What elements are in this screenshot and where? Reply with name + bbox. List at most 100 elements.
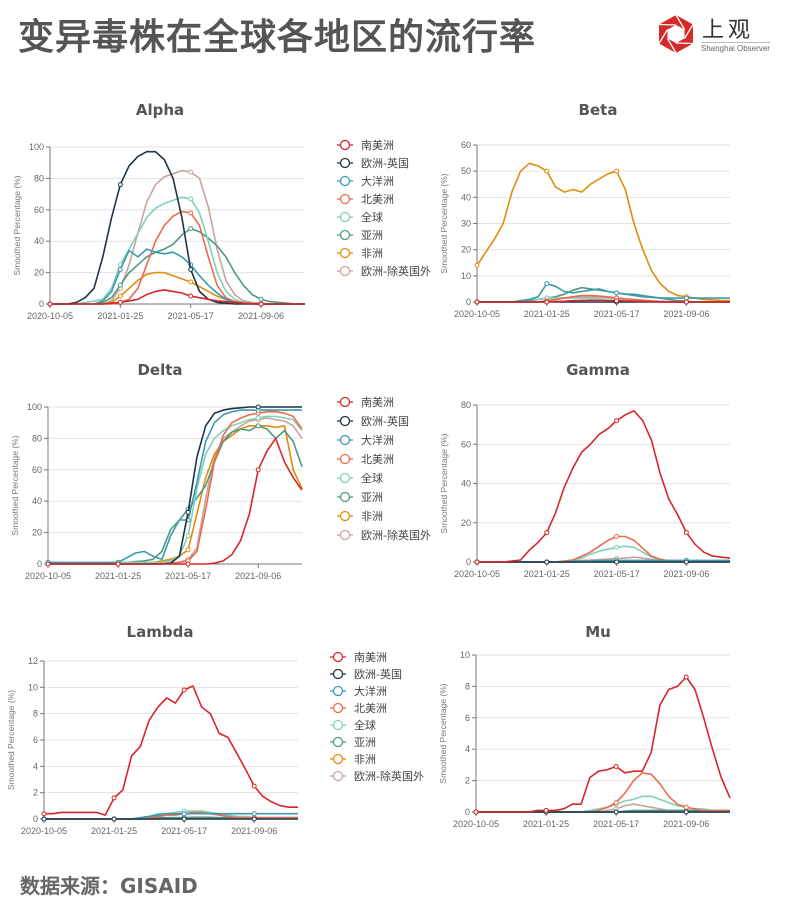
legend-item[interactable]: 欧洲-除英国外 bbox=[337, 528, 431, 542]
legend-item[interactable]: 亚洲 bbox=[330, 736, 376, 749]
data-point[interactable] bbox=[185, 547, 191, 553]
data-point[interactable] bbox=[117, 182, 123, 188]
legend-item[interactable]: 大洋洲 bbox=[337, 433, 394, 447]
data-point[interactable] bbox=[613, 763, 619, 769]
data-point[interactable] bbox=[544, 530, 550, 536]
data-point[interactable] bbox=[47, 301, 53, 307]
legend-item[interactable]: 全球 bbox=[337, 471, 383, 485]
data-point[interactable] bbox=[543, 807, 549, 813]
series-line-欧洲-英国[interactable] bbox=[48, 406, 302, 565]
series-line-北美洲[interactable] bbox=[48, 410, 303, 565]
data-point[interactable] bbox=[185, 509, 191, 515]
data-point[interactable] bbox=[255, 404, 261, 410]
data-point[interactable] bbox=[251, 783, 257, 789]
data-point[interactable] bbox=[41, 816, 47, 822]
data-point[interactable] bbox=[115, 561, 121, 567]
series-line-大洋洲[interactable] bbox=[48, 409, 302, 564]
series-line-欧洲-除英国外[interactable] bbox=[48, 417, 303, 565]
data-point[interactable] bbox=[683, 295, 689, 301]
data-point[interactable] bbox=[181, 687, 187, 693]
legend-item[interactable]: 全球 bbox=[330, 718, 376, 732]
data-point[interactable] bbox=[474, 299, 480, 305]
data-point[interactable] bbox=[614, 418, 620, 424]
legend-item[interactable]: 欧洲-除英国外 bbox=[337, 264, 431, 278]
data-point[interactable] bbox=[683, 674, 689, 680]
legend-item[interactable]: 非洲 bbox=[337, 510, 383, 523]
series-line-大洋洲[interactable] bbox=[477, 282, 730, 303]
data-point[interactable] bbox=[258, 296, 264, 302]
legend-item[interactable]: 欧洲-英国 bbox=[337, 414, 409, 428]
data-point[interactable] bbox=[614, 559, 620, 565]
data-point[interactable] bbox=[614, 533, 620, 539]
data-point[interactable] bbox=[111, 816, 117, 822]
legend-item[interactable]: 亚洲 bbox=[337, 491, 383, 504]
data-point[interactable] bbox=[111, 795, 117, 801]
data-point[interactable] bbox=[613, 800, 619, 806]
data-point[interactable] bbox=[613, 809, 619, 815]
data-point[interactable] bbox=[473, 809, 479, 815]
data-point[interactable] bbox=[544, 299, 550, 305]
data-point[interactable] bbox=[683, 530, 689, 536]
data-point[interactable] bbox=[474, 559, 480, 565]
data-point[interactable] bbox=[255, 423, 261, 429]
legend-item[interactable]: 非洲 bbox=[337, 247, 383, 260]
data-point[interactable] bbox=[117, 293, 123, 299]
data-point[interactable] bbox=[188, 169, 194, 175]
data-point[interactable] bbox=[188, 196, 194, 202]
data-point[interactable] bbox=[45, 561, 51, 567]
legend-item[interactable]: 全球 bbox=[337, 210, 383, 224]
series-line-南美洲[interactable] bbox=[476, 676, 731, 813]
legend-item[interactable]: 北美洲 bbox=[330, 702, 387, 715]
data-point[interactable] bbox=[255, 415, 261, 421]
legend-item[interactable]: 南美洲 bbox=[337, 139, 394, 152]
data-point[interactable] bbox=[614, 298, 620, 304]
data-point[interactable] bbox=[614, 290, 620, 296]
data-point[interactable] bbox=[251, 816, 257, 822]
data-point[interactable] bbox=[188, 293, 194, 299]
data-point[interactable] bbox=[614, 168, 620, 174]
series-line-亚洲[interactable] bbox=[48, 425, 303, 564]
legend-item[interactable]: 北美洲 bbox=[337, 453, 394, 466]
data-point[interactable] bbox=[181, 816, 187, 822]
data-point[interactable] bbox=[117, 282, 123, 288]
legend-item[interactable]: 欧洲-英国 bbox=[330, 667, 402, 681]
data-point[interactable] bbox=[117, 299, 123, 305]
data-point[interactable] bbox=[41, 811, 47, 817]
series-line-南美洲[interactable] bbox=[48, 437, 303, 565]
data-point[interactable] bbox=[258, 301, 264, 307]
data-point[interactable] bbox=[188, 226, 194, 232]
legend-item[interactable]: 北美洲 bbox=[337, 193, 394, 206]
data-point[interactable] bbox=[188, 279, 194, 285]
data-point[interactable] bbox=[544, 168, 550, 174]
data-point[interactable] bbox=[474, 262, 480, 268]
data-point[interactable] bbox=[683, 809, 689, 815]
series-line-非洲[interactable] bbox=[48, 425, 303, 564]
data-point[interactable] bbox=[544, 559, 550, 565]
legend-item[interactable]: 欧洲-英国 bbox=[337, 156, 409, 170]
legend-item[interactable]: 亚洲 bbox=[337, 229, 383, 242]
data-point[interactable] bbox=[683, 559, 689, 565]
series-line-南美洲[interactable] bbox=[44, 685, 298, 816]
data-point[interactable] bbox=[544, 281, 550, 287]
series-line-北美洲[interactable] bbox=[50, 210, 305, 305]
series-line-北美洲[interactable] bbox=[476, 772, 730, 813]
data-point[interactable] bbox=[683, 804, 689, 810]
data-point[interactable] bbox=[683, 299, 689, 305]
legend-item[interactable]: 欧洲-除英国外 bbox=[330, 769, 424, 783]
data-point[interactable] bbox=[614, 544, 620, 550]
legend-item[interactable]: 非洲 bbox=[330, 753, 376, 766]
data-point[interactable] bbox=[188, 210, 194, 216]
series-line-非洲[interactable] bbox=[50, 271, 305, 305]
data-point[interactable] bbox=[188, 266, 194, 272]
data-point[interactable] bbox=[255, 467, 261, 473]
legend-item[interactable]: 大洋洲 bbox=[337, 174, 394, 188]
series-line-非洲[interactable] bbox=[476, 162, 731, 302]
legend-item[interactable]: 南美洲 bbox=[337, 396, 394, 409]
legend-item[interactable]: 大洋洲 bbox=[330, 684, 387, 698]
series-line-欧洲-英国[interactable] bbox=[50, 150, 305, 305]
data-point[interactable] bbox=[181, 811, 187, 817]
data-point[interactable] bbox=[117, 266, 123, 272]
data-point[interactable] bbox=[185, 561, 191, 567]
data-point[interactable] bbox=[185, 533, 191, 539]
series-line-南美洲[interactable] bbox=[477, 410, 731, 563]
